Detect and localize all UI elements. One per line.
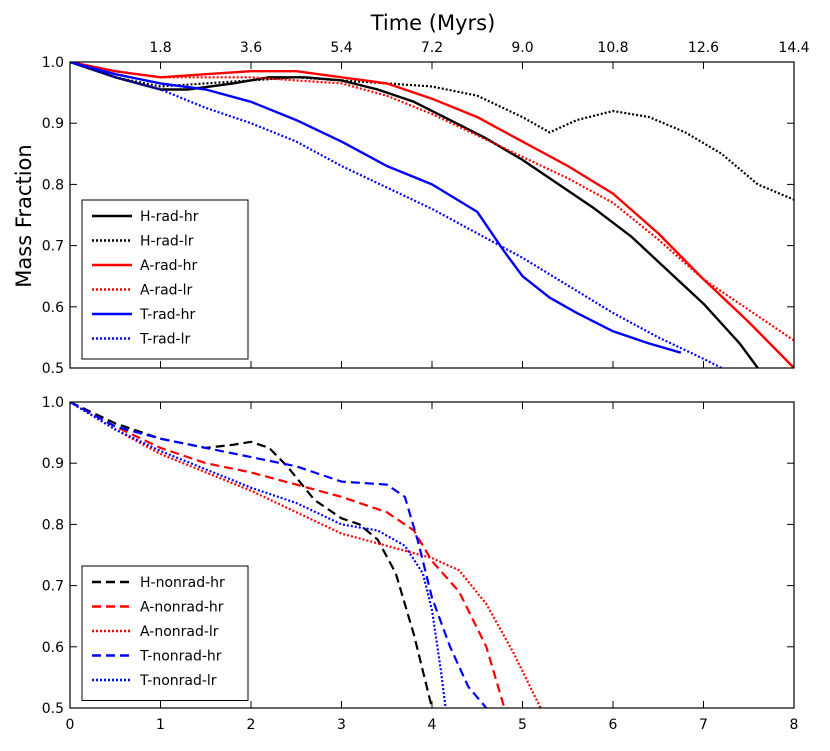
x-tick-label: 6 <box>609 717 618 733</box>
y-tick-label: 0.5 <box>42 701 64 717</box>
y-tick-label: 0.5 <box>42 361 64 377</box>
x2-tick-label: 3.6 <box>240 40 262 56</box>
y-tick-label: 0.6 <box>42 640 64 656</box>
y-tick-label: 1.0 <box>42 55 64 71</box>
y-tick-label: 0.6 <box>42 300 64 316</box>
legend-label: H-nonrad-hr <box>140 575 225 591</box>
legend-label: T-nonrad-hr <box>139 649 222 665</box>
x2-tick-label: 7.2 <box>421 40 443 56</box>
series-line-T-nonrad-lr <box>70 402 447 708</box>
legend-label: A-nonrad-lr <box>140 624 219 640</box>
y-tick-label: 0.9 <box>42 116 64 132</box>
y-tick-label: 1.0 <box>42 395 64 411</box>
x2-tick-label: 14.4 <box>778 40 809 56</box>
x2-tick-label: 10.8 <box>597 40 628 56</box>
x-tick-label: 5 <box>518 717 527 733</box>
x-tick-label: 3 <box>337 717 346 733</box>
series-line-A-rad-hr <box>70 62 794 368</box>
top-panel: Time (Myrs) Mass Fraction 0.5 0.6 0.7 0.8 0.… <box>12 11 810 377</box>
legend-label: A-rad-lr <box>140 283 192 299</box>
series-line-H-rad-lr <box>70 62 794 201</box>
legend-label: T-rad-hr <box>139 307 195 323</box>
x2-tick-label: 12.6 <box>688 40 719 56</box>
x2-tick-label: 5.4 <box>330 40 352 56</box>
series-line-A-rad-lr <box>70 62 794 342</box>
y-tick-label: 0.9 <box>42 456 64 472</box>
bottom-legend: H-nonrad-hr A-nonrad-hr A-nonrad-lr T-nonra… <box>81 565 249 701</box>
legend-label: T-nonrad-lr <box>139 673 217 689</box>
x2-tick-label: 9.0 <box>511 40 533 56</box>
x-tick-label: 1 <box>156 717 165 733</box>
legend-box <box>81 565 249 701</box>
series-line-T-nonrad-hr <box>70 402 488 708</box>
bottom-panel: 0.5 0.6 0.7 0.8 0.9 1.0 0 1 2 3 4 5 6 7 8 H-nonrad-hr A… <box>42 395 799 733</box>
y-axis-label: Mass Fraction <box>12 144 36 287</box>
x-tick-label: 4 <box>428 717 437 733</box>
top-axis-title: Time (Myrs) <box>370 11 496 35</box>
series-line-A-nonrad-lr <box>70 402 542 708</box>
legend-label: A-rad-hr <box>140 258 197 274</box>
y-tick-label: 0.8 <box>42 517 64 533</box>
legend-box <box>81 199 249 360</box>
x-tick-label: 7 <box>699 717 708 733</box>
series-line-T-rad-hr <box>70 62 682 354</box>
legend-label: T-rad-lr <box>139 332 190 348</box>
series-line-A-nonrad-hr <box>70 402 506 708</box>
top-legend: H-rad-hr H-rad-lr A-rad-hr A-rad-lr T-rad-hr… <box>81 199 249 360</box>
legend-label: H-rad-hr <box>140 209 199 225</box>
x-tick-label: 0 <box>66 717 75 733</box>
bottom-plot-frame <box>69 401 795 709</box>
x-tick-label: 2 <box>247 717 256 733</box>
y-tick-label: 0.7 <box>42 579 64 595</box>
x2-tick-label: 1.8 <box>149 40 171 56</box>
top-plot-frame <box>69 61 795 369</box>
legend-label: A-nonrad-hr <box>140 600 224 616</box>
x-tick-label: 8 <box>790 717 799 733</box>
y-tick-label: 0.8 <box>42 177 64 193</box>
y-tick-label: 0.7 <box>42 239 64 255</box>
legend-label: H-rad-lr <box>140 234 194 250</box>
